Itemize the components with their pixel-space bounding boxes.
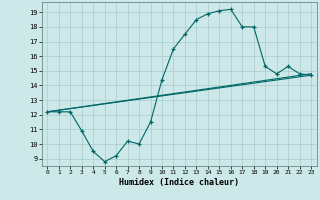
X-axis label: Humidex (Indice chaleur): Humidex (Indice chaleur) — [119, 178, 239, 187]
